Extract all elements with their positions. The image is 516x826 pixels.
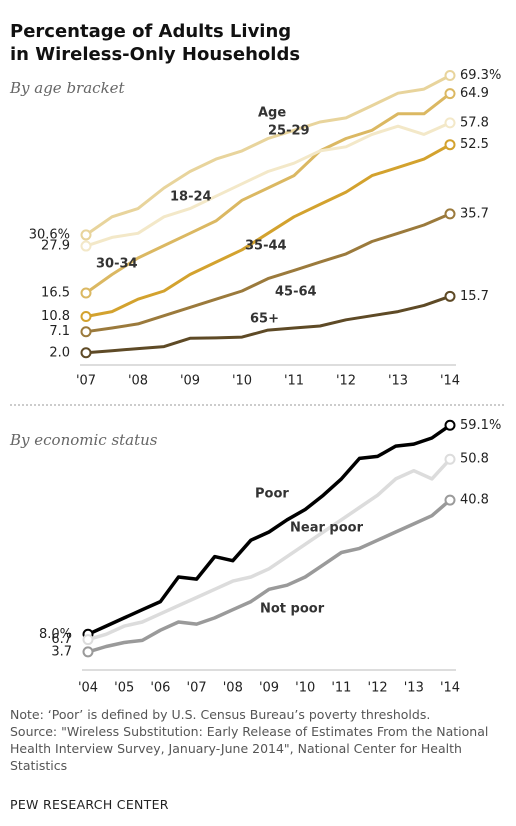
x-tick-label: '11: [331, 681, 351, 696]
series-label: Near poor: [290, 521, 364, 536]
footer: PEW RESEARCH CENTER: [10, 797, 169, 812]
end-marker: [80, 347, 92, 359]
value-label: 50.8: [460, 452, 489, 467]
value-label: 35.7: [460, 206, 489, 221]
x-tick-label: '09: [180, 374, 200, 389]
series-label: 25-29: [268, 124, 310, 139]
x-tick-label: '10: [295, 681, 315, 696]
value-label: 69.3%: [460, 68, 501, 83]
end-marker: [444, 494, 456, 506]
x-tick-label: '08: [223, 681, 243, 696]
notes: Note: ‘Poor’ is defined by U.S. Census B…: [10, 706, 500, 774]
end-marker: [80, 240, 92, 252]
x-tick-label: '14: [440, 374, 460, 389]
series-line: [87, 458, 452, 642]
end-marker: [444, 117, 456, 129]
series-line: [85, 143, 451, 318]
end-marker: [80, 229, 92, 241]
value-label: 30.6%: [29, 227, 70, 242]
title-line: in Wireless-Only Households: [10, 44, 300, 65]
end-marker: [444, 290, 456, 302]
x-tick-label: '13: [388, 374, 408, 389]
annotation: Age: [258, 106, 286, 121]
x-tick-label: '07: [76, 374, 96, 389]
series-label: 45-64: [275, 285, 317, 300]
x-tick-label: '10: [232, 374, 252, 389]
end-marker: [80, 287, 92, 299]
x-tick-label: '09: [259, 681, 279, 696]
end-marker: [80, 326, 92, 338]
value-label: 16.5: [41, 286, 70, 301]
chart-title: Percentage of Adults Living in Wireless-O…: [10, 21, 300, 65]
series-line: [87, 498, 452, 654]
x-tick-label: '05: [114, 681, 134, 696]
value-label: 59.1%: [460, 418, 501, 433]
value-label: 27.9: [41, 239, 70, 254]
note: Note: ‘Poor’ is defined by U.S. Census B…: [10, 707, 431, 722]
series-line: [85, 121, 451, 248]
series-line: [87, 423, 452, 636]
x-tick-label: '13: [404, 681, 424, 696]
subtitle: By age bracket: [9, 79, 126, 97]
chart: Percentage of Adults Living in Wireless-O…: [9, 21, 506, 696]
x-tick-label: '14: [440, 681, 460, 696]
subtitle: By economic status: [9, 431, 158, 449]
series-line: [85, 212, 451, 334]
end-marker: [444, 419, 456, 431]
x-tick-label: '12: [368, 681, 388, 696]
x-tick-label: '08: [128, 374, 148, 389]
value-label: 8.0%: [39, 627, 72, 642]
series-label: 65+: [250, 312, 279, 327]
x-tick-label: '07: [187, 681, 207, 696]
title-line: Percentage of Adults Living: [10, 21, 291, 42]
value-label: 3.7: [51, 644, 72, 659]
x-tick-label: '04: [78, 681, 98, 696]
source: Source: "Wireless Substitution: Early Re…: [10, 724, 489, 773]
value-label: 7.1: [49, 324, 70, 339]
value-label: 40.8: [460, 493, 489, 508]
end-marker: [444, 139, 456, 151]
series-label: Poor: [255, 487, 289, 502]
series-label: Not poor: [260, 602, 325, 617]
series-line: [85, 74, 451, 237]
series-label: 35-44: [245, 239, 287, 254]
series-line: [85, 92, 451, 295]
value-label: 6.7: [51, 632, 72, 647]
end-marker: [82, 646, 94, 658]
series-label: 18-24: [170, 190, 212, 205]
end-marker: [80, 311, 92, 323]
value-label: 64.9: [460, 86, 489, 101]
value-label: 57.8: [460, 115, 489, 130]
x-tick-label: '11: [284, 374, 304, 389]
value-label: 2.0: [49, 345, 70, 360]
value-label: 10.8: [41, 309, 70, 324]
x-tick-label: '06: [150, 681, 170, 696]
end-marker: [444, 208, 456, 220]
end-marker: [444, 88, 456, 100]
x-tick-label: '12: [336, 374, 356, 389]
value-label: 52.5: [460, 137, 489, 152]
end-marker: [444, 453, 456, 465]
end-marker: [444, 69, 456, 81]
series-label: 30-34: [96, 257, 138, 272]
value-label: 15.7: [460, 289, 489, 304]
series-line: [85, 294, 451, 355]
end-marker: [82, 634, 94, 646]
